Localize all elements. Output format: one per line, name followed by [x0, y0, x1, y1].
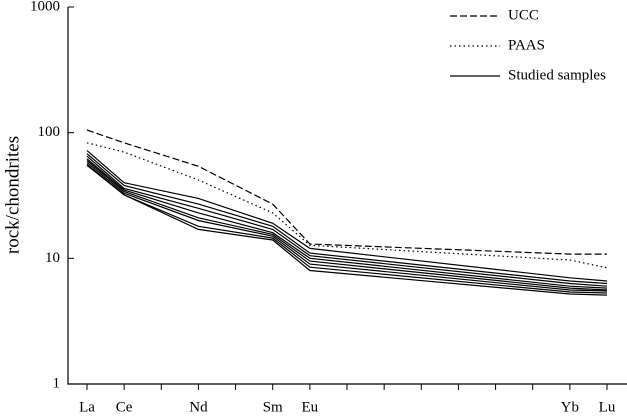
- x-tick-label: Yb: [561, 399, 579, 415]
- y-tick-label: 100: [38, 124, 61, 140]
- y-tick-label: 1: [53, 375, 61, 391]
- x-tick-label: Nd: [189, 399, 208, 415]
- y-tick-label: 1000: [30, 0, 60, 14]
- y-tick-label: 10: [45, 250, 60, 266]
- legend-label: Studied samples: [508, 67, 606, 83]
- series-line: [86, 153, 608, 285]
- y-axis-label: rock/chondrites: [2, 136, 23, 254]
- x-tick-label: Sm: [263, 399, 283, 415]
- series-line: [86, 164, 608, 296]
- series-line: [86, 129, 607, 255]
- series-line: [86, 142, 608, 269]
- series-line: [86, 160, 608, 291]
- x-tick-label: Ce: [116, 399, 133, 415]
- legend-label: UCC: [508, 7, 539, 23]
- x-tick-label: Eu: [302, 399, 319, 415]
- series-line: [86, 158, 608, 289]
- x-tick-label: La: [79, 399, 95, 415]
- x-tick-label: Lu: [599, 399, 616, 415]
- series-line: [86, 155, 608, 287]
- series-line: [86, 150, 608, 282]
- legend-label: PAAS: [508, 37, 545, 53]
- series-line: [86, 161, 608, 292]
